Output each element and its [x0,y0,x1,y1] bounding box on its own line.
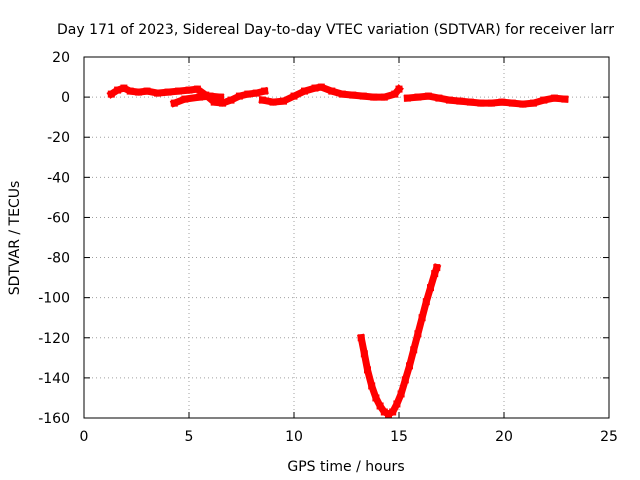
y-tick-label: 0 [61,90,70,106]
y-tick-label: -40 [47,170,70,186]
x-tick-label: 20 [495,429,513,445]
y-tick-label: 20 [52,50,70,66]
series-trace [169,92,225,108]
series-trace [403,92,569,108]
x-tick-label: 10 [285,429,303,445]
grid [84,57,609,418]
series-trace [258,83,404,106]
x-tick-label: 15 [390,429,408,445]
series-trace [106,84,269,107]
x-tick-label: 25 [600,429,618,445]
ticks: 0 5 10 15 20 25 20 0 -20 -40 -60 -80 -100 -120 -140 -16… [38,50,618,445]
series-trace [357,263,442,418]
data-series [106,83,569,418]
x-tick-label: 5 [185,429,194,445]
y-tick-label: -100 [38,291,70,307]
y-tick-label: -80 [47,251,70,267]
x-tick-label: 0 [80,429,89,445]
x-axis-label: GPS time / hours [287,459,404,475]
y-tick-label: -140 [38,371,70,387]
chart-title: Day 171 of 2023, Sidereal Day-to-day VTE… [57,22,614,38]
plot-frame [83,56,610,419]
y-tick-label: -60 [47,210,70,226]
y-axis-label: SDTVAR / TECUs [7,181,23,296]
y-tick-label: -120 [38,331,70,347]
y-tick-label: -20 [47,130,70,146]
y-tick-label: -160 [38,411,70,427]
